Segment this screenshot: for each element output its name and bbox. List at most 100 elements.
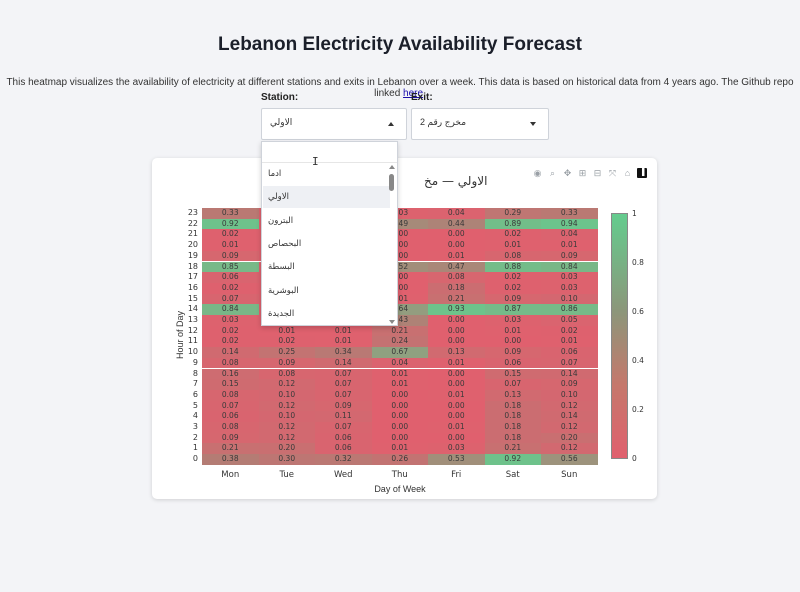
heatmap-cell[interactable]: 0.09 (541, 250, 598, 262)
dropdown-search-input[interactable] (262, 142, 397, 163)
heatmap-cell[interactable]: 0.21 (371, 325, 428, 337)
plotly-logo-icon[interactable]: ▐ (637, 168, 647, 178)
heatmap-cell[interactable]: 0.00 (371, 432, 428, 444)
heatmap-cell[interactable]: 0.43 (371, 315, 428, 326)
heatmap-cell[interactable]: 0.07 (484, 379, 541, 390)
heatmap-cell[interactable]: 0.00 (371, 229, 428, 241)
heatmap-cell[interactable]: 0.94 (541, 218, 598, 230)
heatmap-cell[interactable]: 0.00 (428, 315, 485, 326)
heatmap-cell[interactable]: 0.07 (315, 389, 372, 401)
heatmap-cell[interactable]: 0.08 (258, 368, 315, 380)
heatmap-cell[interactable]: 0.07 (202, 293, 259, 305)
heatmap-cell[interactable]: 0.01 (428, 389, 485, 401)
heatmap-cell[interactable]: 0.47 (428, 261, 485, 273)
heatmap-cell[interactable]: 0.93 (428, 304, 485, 315)
heatmap-cell[interactable]: 0.29 (484, 208, 541, 219)
heatmap-cell[interactable]: 0.84 (541, 261, 598, 273)
heatmap-cell[interactable]: 0.00 (371, 240, 428, 251)
heatmap-cell[interactable]: 0.01 (484, 325, 541, 337)
heatmap-cell[interactable]: 0.85 (202, 261, 259, 273)
scroll-thumb[interactable] (389, 174, 394, 191)
heatmap-cell[interactable]: 0.00 (484, 336, 541, 348)
heatmap-cell[interactable]: 0.02 (202, 282, 259, 294)
heatmap-cell[interactable]: 0.01 (371, 379, 428, 390)
heatmap-cell[interactable]: 0.10 (541, 293, 598, 305)
heatmap-cell[interactable]: 0.06 (484, 357, 541, 369)
heatmap-cell[interactable]: 0.15 (202, 379, 259, 390)
heatmap-cell[interactable]: 0.02 (202, 336, 259, 348)
heatmap-cell[interactable]: 0.21 (202, 443, 259, 455)
heatmap-cell[interactable]: 0.44 (428, 218, 485, 230)
heatmap-cell[interactable]: 0.53 (428, 454, 485, 465)
heatmap-cell[interactable]: 0.00 (428, 229, 485, 241)
heatmap-cell[interactable]: 0.03 (371, 208, 428, 219)
heatmap-cell[interactable]: 0.10 (541, 389, 598, 401)
heatmap-cell[interactable]: 0.14 (315, 357, 372, 369)
heatmap-cell[interactable]: 0.01 (428, 250, 485, 262)
dropdown-option[interactable]: ادما (268, 169, 282, 179)
scroll-down-icon[interactable] (389, 320, 395, 324)
heatmap-cell[interactable]: 0.10 (258, 389, 315, 401)
heatmap-cell[interactable]: 0.04 (541, 229, 598, 241)
heatmap-cell[interactable]: 0.09 (202, 250, 259, 262)
heatmap-cell[interactable]: 0.08 (202, 357, 259, 369)
zoom-icon[interactable]: ⌕ (549, 167, 556, 178)
heatmap-cell[interactable]: 0.20 (541, 432, 598, 444)
exit-select[interactable]: مخرج رقم 2 (411, 108, 549, 140)
heatmap-cell[interactable]: 0.00 (428, 379, 485, 390)
heatmap-cell[interactable]: 0.49 (371, 218, 428, 230)
heatmap-cell[interactable]: 0.03 (484, 315, 541, 326)
heatmap-cell[interactable]: 0.21 (428, 293, 485, 305)
heatmap-cell[interactable]: 0.03 (541, 272, 598, 283)
heatmap-cell[interactable]: 0.56 (541, 454, 598, 465)
heatmap-cell[interactable]: 0.26 (371, 454, 428, 465)
heatmap-cell[interactable]: 0.01 (202, 240, 259, 251)
heatmap-cell[interactable]: 0.07 (315, 379, 372, 390)
heatmap-cell[interactable]: 0.02 (202, 229, 259, 241)
heatmap-cell[interactable]: 0.64 (371, 304, 428, 315)
heatmap-cell[interactable]: 0.12 (541, 422, 598, 433)
heatmap-cell[interactable]: 0.18 (484, 411, 541, 422)
heatmap-cell[interactable]: 0.01 (371, 368, 428, 380)
heatmap-cell[interactable]: 0.67 (371, 347, 428, 358)
scroll-up-icon[interactable] (389, 165, 395, 169)
dropdown-option[interactable]: البحصاص (268, 238, 302, 249)
heatmap-cell[interactable]: 0.52 (371, 261, 428, 273)
heatmap-cell[interactable]: 0.03 (428, 443, 485, 455)
heatmap-cell[interactable]: 0.02 (202, 325, 259, 337)
heatmap-cell[interactable]: 0.07 (315, 368, 372, 380)
heatmap-cell[interactable]: 0.09 (541, 379, 598, 390)
heatmap-cell[interactable]: 0.84 (202, 304, 259, 315)
heatmap-cell[interactable]: 0.14 (202, 347, 259, 358)
heatmap-cell[interactable]: 0.18 (428, 282, 485, 294)
heatmap-cell[interactable]: 0.00 (428, 325, 485, 337)
heatmap-cell[interactable]: 0.02 (541, 325, 598, 337)
heatmap-cell[interactable]: 0.00 (371, 282, 428, 294)
heatmap-cell[interactable]: 0.01 (315, 325, 372, 337)
heatmap-cell[interactable]: 0.07 (202, 400, 259, 412)
heatmap-cell[interactable]: 0.01 (428, 422, 485, 433)
heatmap-cell[interactable]: 0.02 (484, 282, 541, 294)
heatmap-cell[interactable]: 0.06 (315, 443, 372, 455)
heatmap-cell[interactable]: 0.16 (202, 368, 259, 380)
heatmap-cell[interactable]: 0.09 (315, 400, 372, 412)
station-dropdown-menu[interactable]: ادما الاولي البترون البحصاص البسطة البوشرية ال… (261, 141, 398, 326)
heatmap-cell[interactable]: 0.12 (258, 379, 315, 390)
heatmap-cell[interactable]: 0.30 (258, 454, 315, 465)
dropdown-option[interactable]: البوشرية (268, 285, 299, 296)
heatmap-cell[interactable]: 0.00 (371, 272, 428, 283)
heatmap-cell[interactable]: 0.02 (484, 229, 541, 241)
heatmap-cell[interactable]: 0.13 (484, 389, 541, 401)
heatmap-cell[interactable]: 0.01 (371, 443, 428, 455)
heatmap-cell[interactable]: 0.06 (202, 272, 259, 283)
heatmap-cell[interactable]: 0.12 (258, 432, 315, 444)
heatmap-cell[interactable]: 0.04 (428, 208, 485, 219)
heatmap-cell[interactable]: 0.09 (258, 357, 315, 369)
heatmap-cell[interactable]: 0.06 (315, 432, 372, 444)
heatmap-cell[interactable]: 0.32 (315, 454, 372, 465)
heatmap-cell[interactable]: 0.02 (484, 272, 541, 283)
heatmap-cell[interactable]: 0.12 (541, 400, 598, 412)
heatmap-cell[interactable]: 0.01 (258, 325, 315, 337)
dropdown-option[interactable]: البسطة (268, 262, 295, 273)
heatmap-cell[interactable]: 0.02 (258, 336, 315, 348)
